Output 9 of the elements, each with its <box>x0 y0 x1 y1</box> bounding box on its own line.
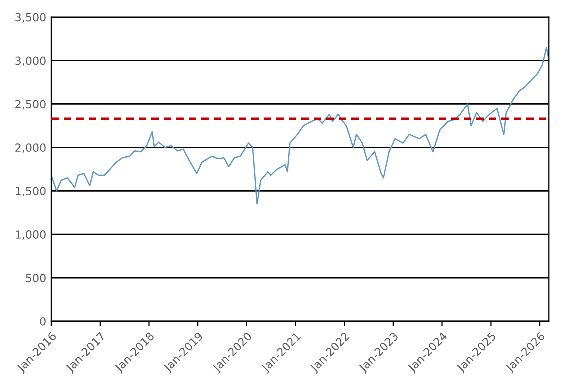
line-series <box>51 47 550 205</box>
y-tick-label: 1,500 <box>16 187 46 197</box>
y-tick-label: 1,000 <box>16 230 46 240</box>
y-tick-label: 3,500 <box>16 13 46 23</box>
y-tick-label: 500 <box>26 274 46 282</box>
y-tick-label: 3,000 <box>16 56 46 66</box>
y-tick-label: 2,500 <box>16 100 46 110</box>
y-tick-label: 2,000 <box>16 144 46 154</box>
y-tick-label: 0 <box>40 317 46 326</box>
